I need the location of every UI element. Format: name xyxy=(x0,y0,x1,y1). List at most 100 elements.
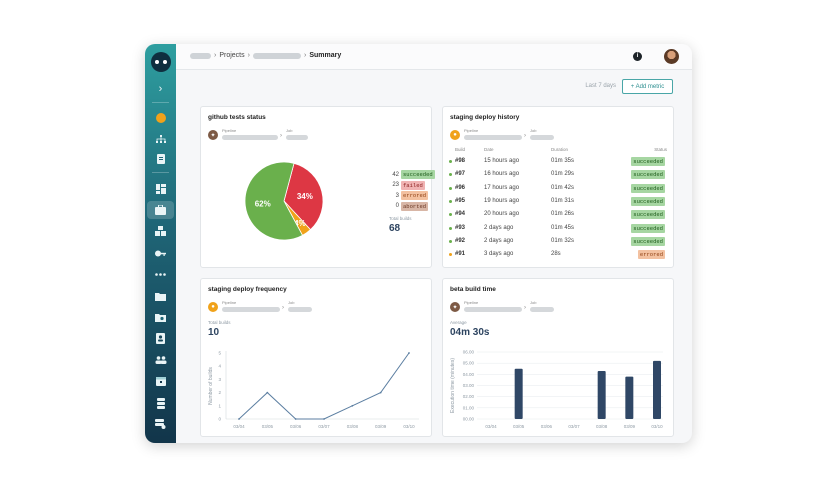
y-tick-label: 5 xyxy=(218,351,221,356)
x-tick-label: 03/05 xyxy=(513,424,525,429)
sidebar-divider xyxy=(152,172,169,173)
y-axis-label: Execution time (minutes) xyxy=(450,358,456,413)
table-row[interactable]: #98 15 hours ago 01m 35s succeeded xyxy=(443,156,671,169)
data-point xyxy=(408,352,410,354)
column-header-date: Date xyxy=(484,147,494,152)
build-number: #92 xyxy=(455,237,466,244)
github-icon: ✦ xyxy=(450,302,460,312)
sitemap-icon[interactable] xyxy=(153,133,168,145)
expand-sidebar-icon[interactable]: › xyxy=(158,83,163,95)
avatar[interactable] xyxy=(664,49,679,64)
server-icon[interactable] xyxy=(153,397,168,409)
owl-eye-right xyxy=(162,59,168,65)
pipeline-label: Pipeline xyxy=(464,300,479,305)
table-row[interactable]: #97 16 hours ago 01m 29s succeeded xyxy=(443,169,671,182)
build-duration: 01m 31s xyxy=(551,197,575,204)
pipeline-label: Pipeline xyxy=(222,300,237,305)
status-badge: succeeded xyxy=(631,170,665,180)
build-duration: 28s xyxy=(551,251,561,258)
card-title: beta build time xyxy=(450,286,496,293)
contacts-icon[interactable] xyxy=(153,332,168,344)
build-count-value: 3 xyxy=(395,192,399,199)
status-badge: succeeded xyxy=(631,183,665,193)
build-duration: 01m 45s xyxy=(551,224,575,231)
y-tick-label: 04.00 xyxy=(463,372,475,377)
build-count-value: 0 xyxy=(395,203,399,209)
breadcrumb-summary: Summary xyxy=(309,52,342,59)
build-date: 15 hours ago xyxy=(484,158,520,164)
pie-chart: 34% 4% 62% xyxy=(244,161,324,241)
build-duration: 01m 26s xyxy=(551,211,575,218)
build-date: 16 hours ago xyxy=(484,171,520,178)
pipeline-selector[interactable]: ✦ Pipeline › Job xyxy=(208,128,348,141)
users-icon[interactable] xyxy=(153,354,168,366)
card-staging-deploy-frequency: staging deploy frequency ● Pipeline › Jo… xyxy=(200,278,432,437)
build-count-row: 3 errored xyxy=(389,191,429,200)
info-icon[interactable]: i xyxy=(633,52,642,61)
build-duration: 01m 35s xyxy=(551,158,575,164)
sidebar-divider xyxy=(152,102,169,103)
calendar-icon[interactable] xyxy=(153,375,168,387)
folder-settings-icon[interactable] xyxy=(153,311,168,323)
server-settings-icon[interactable] xyxy=(153,418,168,430)
table-row[interactable]: #96 17 hours ago 01m 42s succeeded xyxy=(443,183,671,196)
dashboard-icon[interactable] xyxy=(153,183,168,195)
owl-logo-icon[interactable] xyxy=(151,52,171,72)
date-range-label[interactable]: Last 7 days xyxy=(585,83,616,89)
document-icon[interactable] xyxy=(153,153,168,165)
org-badge-icon[interactable] xyxy=(153,112,168,124)
owl-eye-left xyxy=(154,59,160,65)
bar xyxy=(514,368,523,419)
status-badge: errored xyxy=(637,250,665,260)
key-icon[interactable] xyxy=(153,247,168,259)
status-dot xyxy=(449,253,452,257)
build-date: 3 days ago xyxy=(484,251,514,258)
data-point xyxy=(238,418,240,420)
job-name-redacted xyxy=(530,307,554,312)
pipeline-selector[interactable]: ● Pipeline › Job xyxy=(450,128,590,141)
pipeline-selector[interactable]: ● Pipeline › Job xyxy=(208,300,348,313)
x-tick-label: 03/08 xyxy=(596,424,608,429)
dots-icon[interactable] xyxy=(153,268,168,280)
breadcrumb-projects[interactable]: Projects xyxy=(219,52,245,59)
build-date: 19 hours ago xyxy=(484,197,520,204)
job-name-redacted xyxy=(530,135,554,140)
pipeline-badge-icon: ● xyxy=(208,302,218,312)
build-number: #98 xyxy=(455,158,466,164)
breadcrumb-org-redacted[interactable] xyxy=(190,52,211,59)
sidebar: › xyxy=(145,44,176,443)
build-duration: 01m 29s xyxy=(551,171,575,178)
status-dot xyxy=(449,239,452,243)
total-builds-value: 68 xyxy=(389,223,401,234)
x-tick-label: 03/08 xyxy=(347,424,359,429)
column-header-duration: Duration xyxy=(551,147,569,152)
x-tick-label: 03/04 xyxy=(233,424,245,429)
breadcrumb-project-redacted[interactable] xyxy=(252,52,301,59)
bar xyxy=(597,370,606,419)
series-line xyxy=(238,352,410,420)
build-date: 2 days ago xyxy=(484,224,514,231)
build-duration: 01m 32s xyxy=(551,237,575,244)
table-row[interactable]: #93 2 days ago 01m 45s succeeded xyxy=(443,223,671,236)
status-dot xyxy=(449,173,452,177)
table-row[interactable]: #91 3 days ago 28s errored xyxy=(443,249,671,262)
total-builds-label: Total builds xyxy=(389,216,412,221)
cubes-icon[interactable] xyxy=(153,225,168,237)
add-metric-button[interactable]: + Add metric xyxy=(622,79,673,94)
total-builds-label: Total builds xyxy=(208,320,231,325)
status-badge: succeeded xyxy=(631,223,665,233)
x-tick-label: 03/07 xyxy=(318,424,330,429)
table-row[interactable]: #94 20 hours ago 01m 26s succeeded xyxy=(443,209,671,222)
y-tick-label: 2 xyxy=(218,390,221,395)
table-row[interactable]: #95 19 hours ago 01m 31s succeeded xyxy=(443,196,671,209)
column-header-status: Status xyxy=(654,147,667,152)
table-row[interactable]: #92 2 days ago 01m 32s succeeded xyxy=(443,236,671,249)
status-dot xyxy=(449,213,452,217)
build-count-value: 42 xyxy=(392,171,399,178)
x-tick-label: 03/07 xyxy=(568,424,580,429)
x-tick-label: 03/06 xyxy=(290,424,302,429)
job-label: Job xyxy=(530,300,537,305)
briefcase-icon[interactable] xyxy=(153,204,168,216)
folder-icon[interactable] xyxy=(153,290,168,302)
pipeline-selector[interactable]: ✦ Pipeline › Job xyxy=(450,300,590,313)
